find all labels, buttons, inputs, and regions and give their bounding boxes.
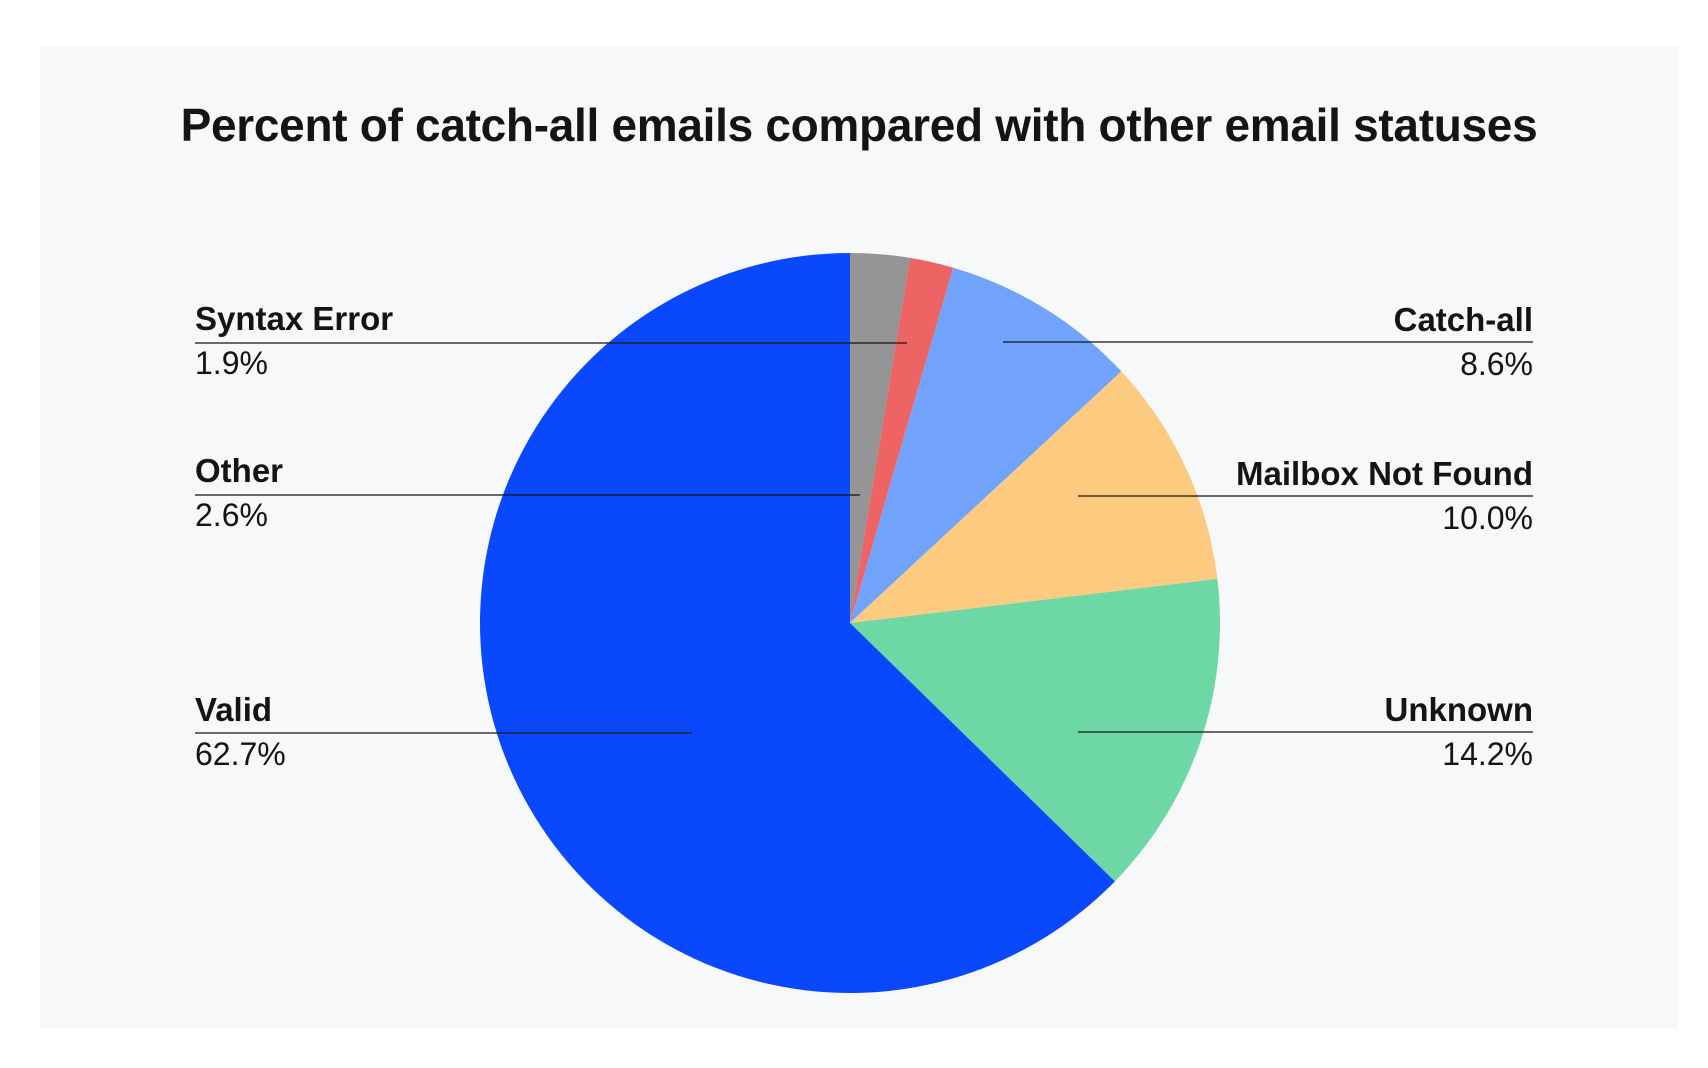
slice-value-mailbox-not-found: 10.0%: [1442, 500, 1533, 536]
chart-title: Percent of catch-all emails compared wit…: [180, 99, 1538, 151]
slice-label-catch-all: Catch-all: [1394, 301, 1533, 338]
pie-slice-other: [850, 253, 911, 623]
slice-value-unknown: 14.2%: [1442, 736, 1533, 772]
slice-labels: Other 2.6% Syntax Error 1.9% Catch-all 8.6% Ma…: [195, 300, 1533, 772]
slice-label-unknown: Unknown: [1385, 691, 1533, 728]
slice-value-other: 2.6%: [195, 497, 268, 533]
pie-slice-unknown: [850, 578, 1221, 882]
pie-slice-catch-all: [850, 267, 1122, 623]
slice-value-valid: 62.7%: [195, 736, 286, 772]
slice-label-mailbox-not-found: Mailbox Not Found: [1236, 455, 1533, 492]
pie-slice-valid: [480, 253, 1115, 993]
slice-label-valid: Valid: [195, 691, 272, 728]
slice-value-catch-all: 8.6%: [1460, 346, 1533, 382]
pie-slice-mailbox-not-found: [850, 371, 1218, 623]
slice-value-syntax-error: 1.9%: [195, 345, 268, 381]
pie-slices: [480, 253, 1221, 993]
slice-label-syntax-error: Syntax Error: [195, 300, 393, 337]
pie-slice-syntax-error: [850, 257, 954, 623]
slice-label-other: Other: [195, 452, 283, 489]
